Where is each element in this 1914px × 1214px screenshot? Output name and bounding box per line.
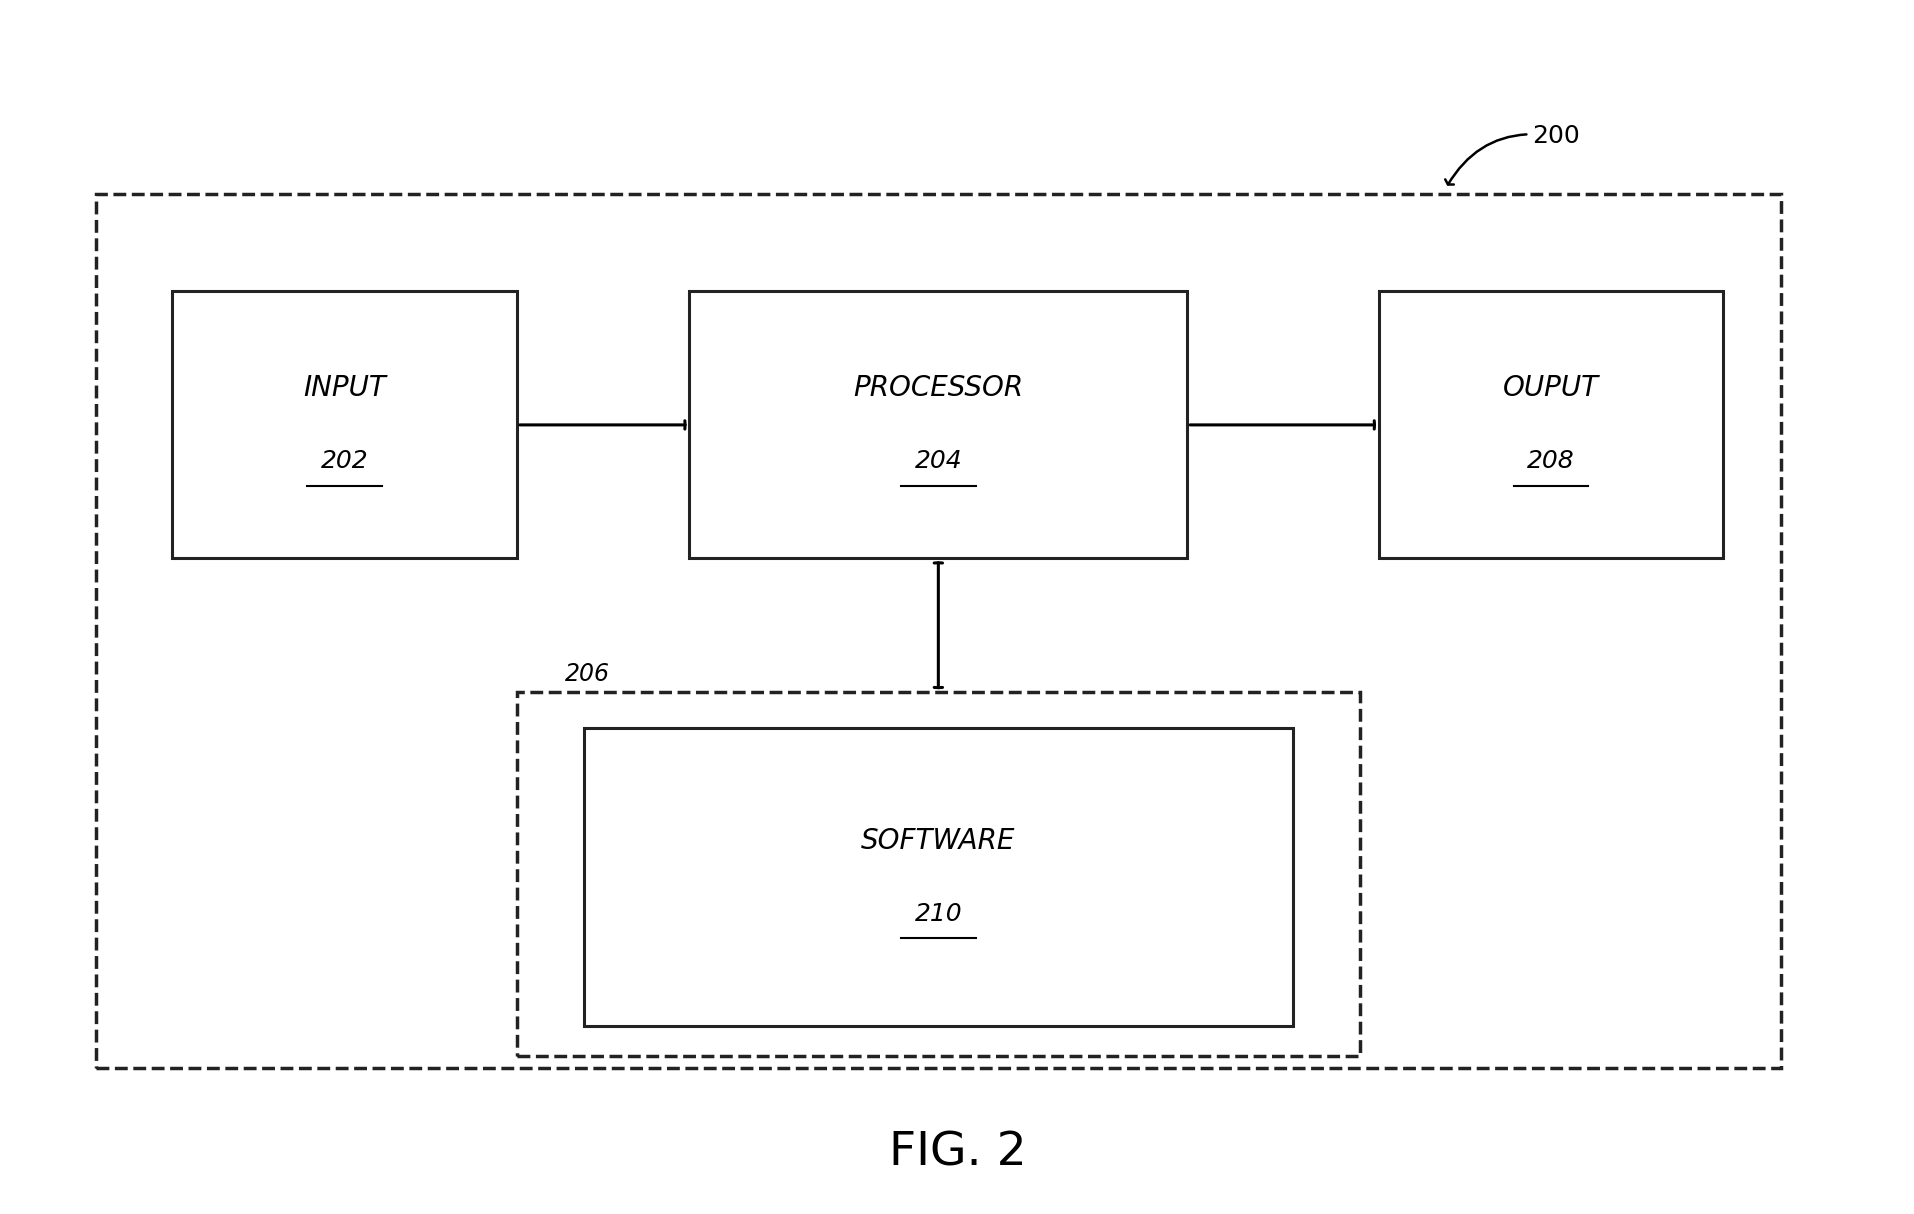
Text: INPUT: INPUT [302, 374, 387, 403]
Text: FIG. 2: FIG. 2 [888, 1130, 1026, 1176]
Text: SOFTWARE: SOFTWARE [861, 827, 1014, 855]
Bar [1378, 291, 1723, 558]
Bar [584, 728, 1292, 1026]
Bar [689, 291, 1187, 558]
Text: PROCESSOR: PROCESSOR [854, 374, 1022, 403]
Text: 204: 204 [915, 449, 961, 473]
Text: 208: 208 [1527, 449, 1573, 473]
Text: OUPUT: OUPUT [1502, 374, 1598, 403]
Text: 206: 206 [565, 662, 609, 686]
Bar [172, 291, 517, 558]
Text: 202: 202 [322, 449, 367, 473]
Text: 210: 210 [915, 902, 961, 925]
Bar [517, 692, 1359, 1056]
Bar [96, 194, 1780, 1068]
Text: 200: 200 [1445, 124, 1579, 185]
